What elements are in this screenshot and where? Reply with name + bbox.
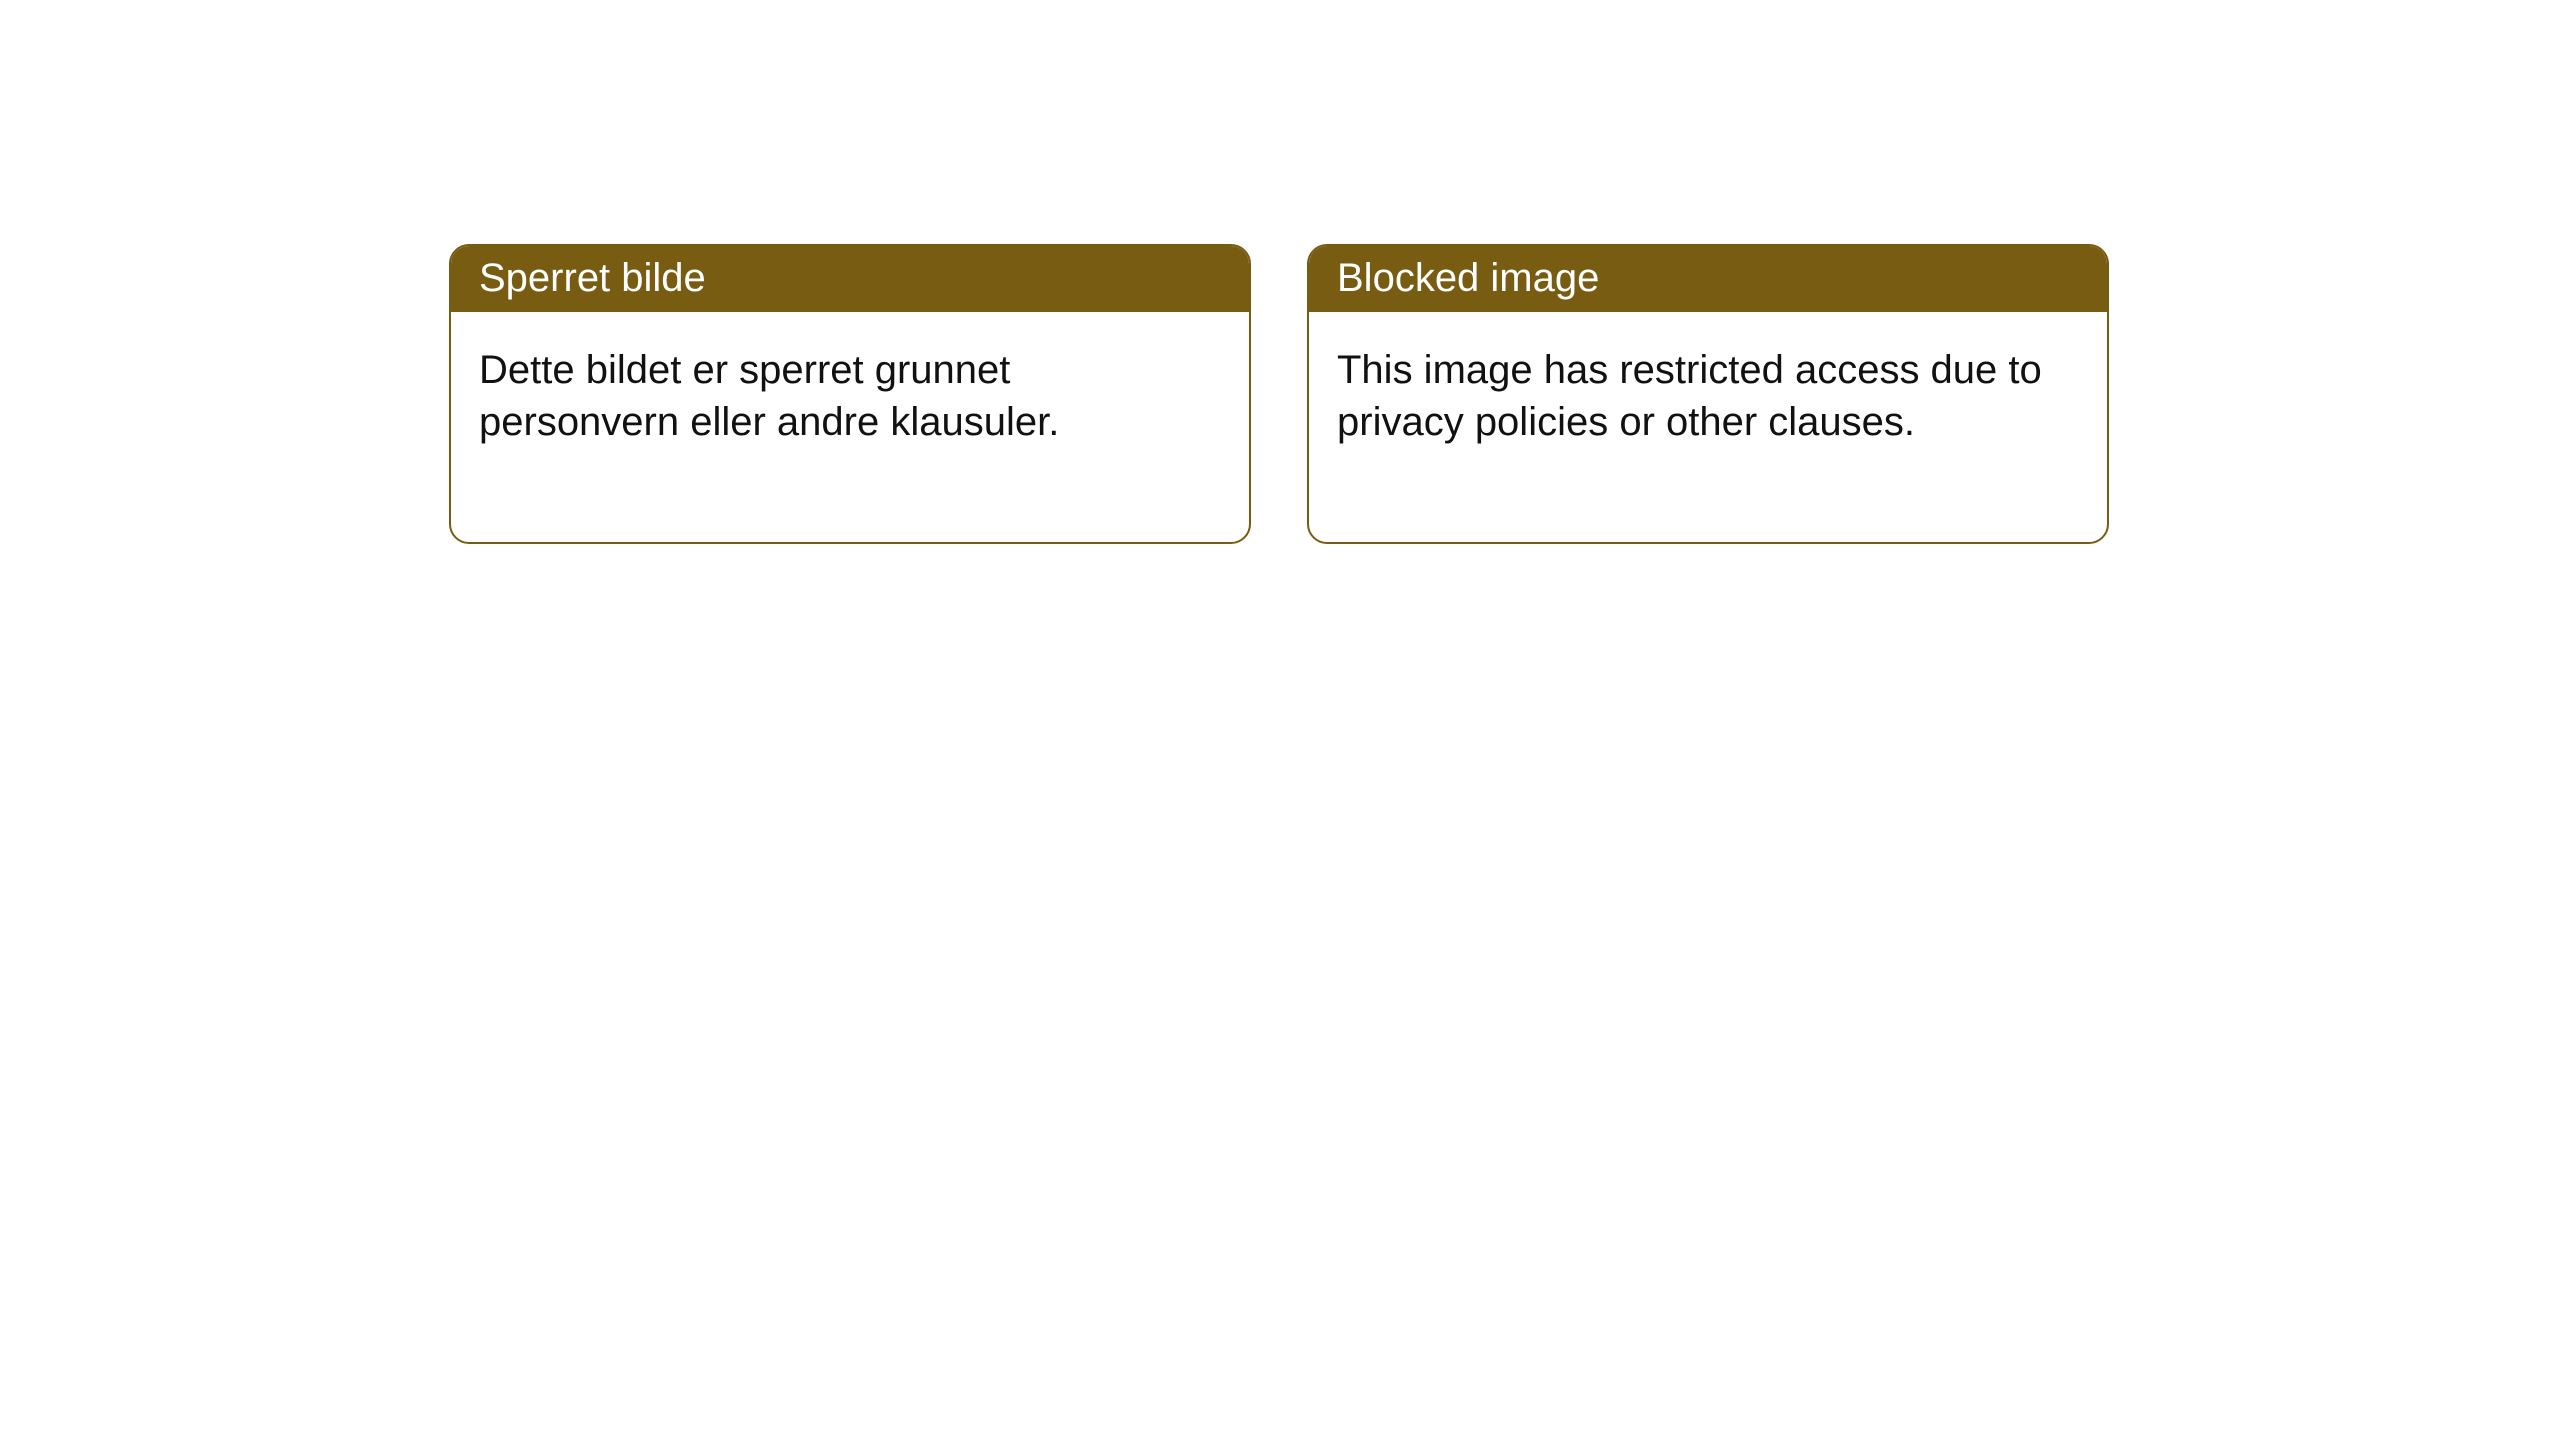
card-body-norwegian: Dette bildet er sperret grunnet personve…	[451, 312, 1249, 542]
card-header-english: Blocked image	[1309, 246, 2107, 312]
card-body-english: This image has restricted access due to …	[1309, 312, 2107, 542]
notice-container: Sperret bilde Dette bildet er sperret gr…	[0, 0, 2560, 544]
blocked-image-card-english: Blocked image This image has restricted …	[1307, 244, 2109, 544]
card-header-norwegian: Sperret bilde	[451, 246, 1249, 312]
blocked-image-card-norwegian: Sperret bilde Dette bildet er sperret gr…	[449, 244, 1251, 544]
